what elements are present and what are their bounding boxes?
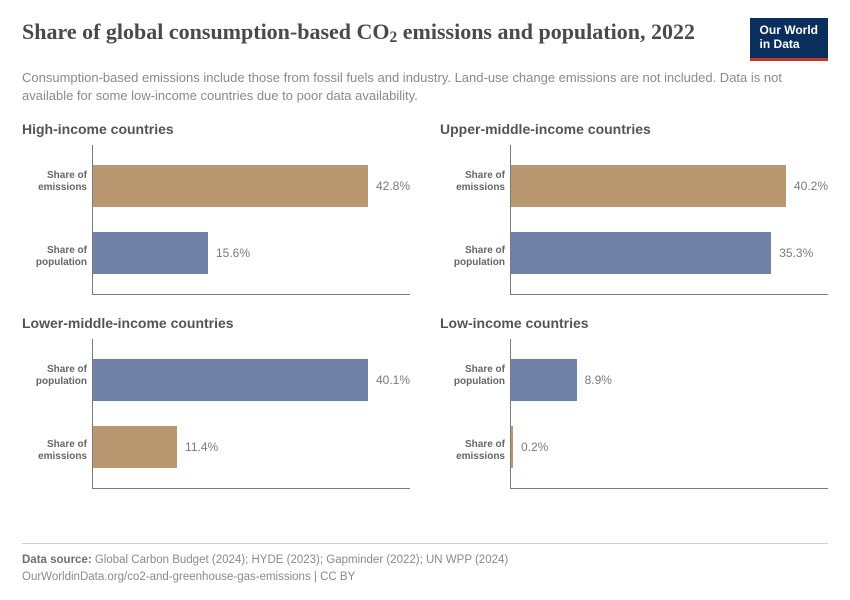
panel-title: Lower-middle-income countries	[22, 315, 410, 331]
bar-value-label: 8.9%	[585, 373, 612, 387]
chart-grid: High-income countriesShare ofemissionsSh…	[22, 121, 828, 489]
emissions-bar	[93, 426, 177, 468]
bar-row: 11.4%	[93, 413, 410, 480]
emissions-axis-label: Share ofemissions	[23, 145, 93, 220]
bar-value-label: 40.2%	[794, 179, 828, 193]
bar-row: 42.8%	[93, 153, 410, 220]
emissions-bar	[511, 165, 786, 207]
chart-footer: Data source: Global Carbon Budget (2024)…	[22, 543, 828, 587]
footer-license: CC BY	[320, 571, 355, 583]
chart-panel: Lower-middle-income countries Share ofpop…	[22, 315, 410, 489]
emissions-axis-label: Share ofemissions	[441, 145, 511, 220]
population-bar	[511, 359, 577, 401]
chart-panel: Low-income countries Share ofpopulationSh…	[440, 315, 828, 489]
bar-row: 15.6%	[93, 219, 410, 286]
bar-row: 40.2%	[511, 153, 828, 220]
emissions-bar	[511, 426, 513, 468]
chart-panel: High-income countries Share ofemissionsSh…	[22, 121, 410, 295]
panel-title: High-income countries	[22, 121, 410, 137]
source-text: Global Carbon Budget (2024); HYDE (2023)…	[92, 554, 509, 566]
panel-body: Share ofemissionsShare ofpopulation42.8%…	[92, 145, 410, 295]
bar-value-label: 40.1%	[376, 373, 410, 387]
chart-subtitle: Consumption-based emissions include thos…	[22, 69, 802, 105]
bar-value-label: 15.6%	[216, 246, 250, 260]
population-bar	[93, 232, 208, 274]
source-label: Data source:	[22, 554, 92, 566]
emissions-bar	[93, 165, 368, 207]
population-bar	[93, 359, 368, 401]
population-bar	[511, 232, 771, 274]
chart-title: Share of global consumption-based CO2 em…	[22, 18, 695, 46]
population-axis-label: Share ofpopulation	[441, 219, 511, 294]
panel-body: Share ofpopulationShare ofemissions8.9%0…	[510, 339, 828, 489]
bar-value-label: 35.3%	[779, 246, 813, 260]
bar-row: 40.1%	[93, 347, 410, 414]
emissions-axis-label: Share ofemissions	[441, 413, 511, 488]
bar-value-label: 11.4%	[185, 440, 218, 454]
bar-row: 0.2%	[511, 413, 828, 480]
panel-title: Upper-middle-income countries	[440, 121, 828, 137]
panel-title: Low-income countries	[440, 315, 828, 331]
population-axis-label: Share ofpopulation	[441, 339, 511, 414]
bar-row: 35.3%	[511, 219, 828, 286]
panel-body: Share ofemissionsShare ofpopulation40.2%…	[510, 145, 828, 295]
bar-value-label: 0.2%	[521, 440, 548, 454]
bar-value-label: 42.8%	[376, 179, 410, 193]
population-axis-label: Share ofpopulation	[23, 219, 93, 294]
panel-body: Share ofpopulationShare ofemissions40.1%…	[92, 339, 410, 489]
footer-link: OurWorldinData.org/co2-and-greenhouse-ga…	[22, 571, 311, 583]
owid-logo: Our World in Data	[750, 18, 828, 61]
bar-row: 8.9%	[511, 347, 828, 414]
emissions-axis-label: Share ofemissions	[23, 413, 93, 488]
population-axis-label: Share ofpopulation	[23, 339, 93, 414]
chart-panel: Upper-middle-income countries Share ofemi…	[440, 121, 828, 295]
